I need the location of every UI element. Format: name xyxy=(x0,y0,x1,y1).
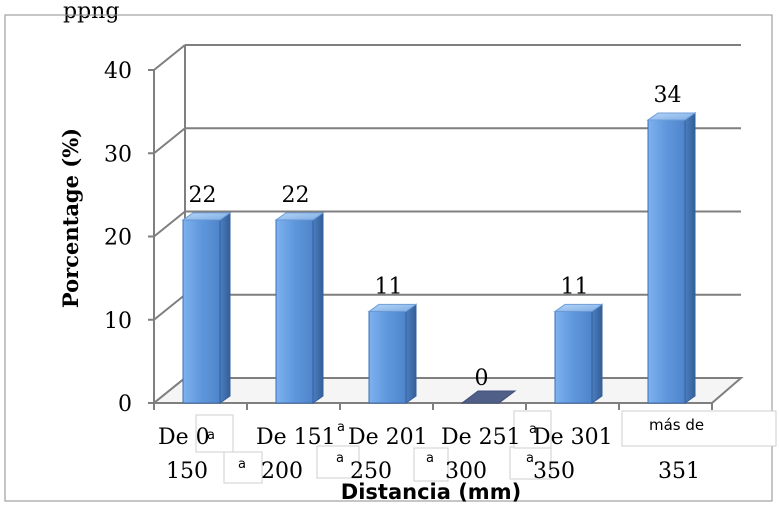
bar-side-0 xyxy=(219,211,231,404)
y-tick-label-3: 30 xyxy=(104,142,132,167)
bar-top-5 xyxy=(646,112,697,121)
y-tick-label-0: 0 xyxy=(118,392,132,417)
bar-3 xyxy=(460,390,517,404)
bar-front-2 xyxy=(368,310,407,404)
bar-side-5 xyxy=(684,111,696,404)
connector-mark-4: a xyxy=(526,451,534,466)
bar-side-4 xyxy=(591,303,603,404)
y-axis-label: Porcentage (%) xyxy=(58,128,83,308)
category-3: De 251 300 xyxy=(441,425,521,484)
data-label-1: 22 xyxy=(282,183,310,208)
bar-front-0 xyxy=(182,219,221,404)
bar-side-1 xyxy=(312,211,324,404)
bar-front-4 xyxy=(554,310,593,404)
data-label-4: 11 xyxy=(561,274,589,299)
grid-depth-2 xyxy=(153,210,186,238)
category-line2-3: 300 xyxy=(445,459,487,484)
label-box-a-4 xyxy=(509,446,552,480)
category-0: De 0 150 xyxy=(158,425,210,484)
bar-side-2 xyxy=(405,303,417,404)
bar-2 xyxy=(367,303,418,404)
zero-bar-top-3 xyxy=(460,390,517,404)
label-box-a-2 xyxy=(316,445,360,479)
data-label-3: 0 xyxy=(475,366,489,391)
category-5: más de 351 xyxy=(649,416,704,484)
connector-mark-0: a xyxy=(207,428,215,443)
data-label-0: 22 xyxy=(189,183,217,208)
bar-5 xyxy=(646,111,697,404)
bar-front-1 xyxy=(275,219,314,404)
category-line1-4: De 301 xyxy=(533,425,613,450)
connector-mark-3: a xyxy=(426,451,434,466)
x-category-labels: De 0 150 De 151 200 De 201 250 De 251 300 De 301… xyxy=(158,410,777,484)
category-1: De 151 200 xyxy=(256,425,336,484)
category-line1-2: De 201 xyxy=(348,425,428,450)
category-line2-2: 250 xyxy=(350,459,392,484)
y-tick-label-1: 10 xyxy=(104,309,132,334)
bar-1 xyxy=(274,211,325,404)
x-axis-label: Distancia (mm) xyxy=(341,480,521,504)
label-box-a-0 xyxy=(195,414,234,453)
grid-depth-3 xyxy=(153,127,186,155)
label-box-mas-de xyxy=(621,410,777,447)
bar-top-4 xyxy=(553,303,604,312)
category-line1-3: De 251 xyxy=(441,425,521,450)
top-text: ppng xyxy=(63,0,119,24)
bar-top-1 xyxy=(274,212,325,221)
connector-mark-6: a xyxy=(337,420,345,435)
bar-front-5 xyxy=(647,119,686,404)
connector-mark-5: a xyxy=(529,422,537,437)
data-label-2: 11 xyxy=(375,274,403,299)
category-2: De 201 250 xyxy=(348,425,428,484)
label-box-a-1 xyxy=(223,451,263,484)
category-4: De 301 350 xyxy=(533,425,613,484)
bar-0 xyxy=(181,211,232,404)
connector-mark-1: a xyxy=(238,457,246,472)
label-box-a-3 xyxy=(413,447,449,482)
grid-depth-4 xyxy=(153,44,186,71)
category-line2-1: 200 xyxy=(261,459,303,484)
data-label-5: 34 xyxy=(654,83,682,108)
data-labels: 22 22 11 0 11 34 xyxy=(189,83,682,391)
category-line2-4: 350 xyxy=(533,459,575,484)
y-tick-label-2: 20 xyxy=(104,226,132,251)
label-box-a-5 xyxy=(513,410,552,449)
category-line2-5: 351 xyxy=(658,459,700,484)
category-line1-0: De 0 xyxy=(158,425,210,450)
category-line1-1: De 151 xyxy=(256,425,336,450)
grid-depth-1 xyxy=(153,293,186,321)
y-tick-labels: 0 10 20 30 40 xyxy=(104,59,132,417)
category-line1-5: más de xyxy=(649,416,704,434)
bar-top-0 xyxy=(181,212,232,221)
y-tick-label-4: 40 xyxy=(104,59,132,84)
chart-frame xyxy=(4,14,773,502)
category-line2-0: 150 xyxy=(166,459,208,484)
bar-4 xyxy=(553,303,604,404)
bars xyxy=(181,111,697,404)
bar-top-2 xyxy=(367,303,418,312)
connector-mark-2: a xyxy=(336,451,344,466)
